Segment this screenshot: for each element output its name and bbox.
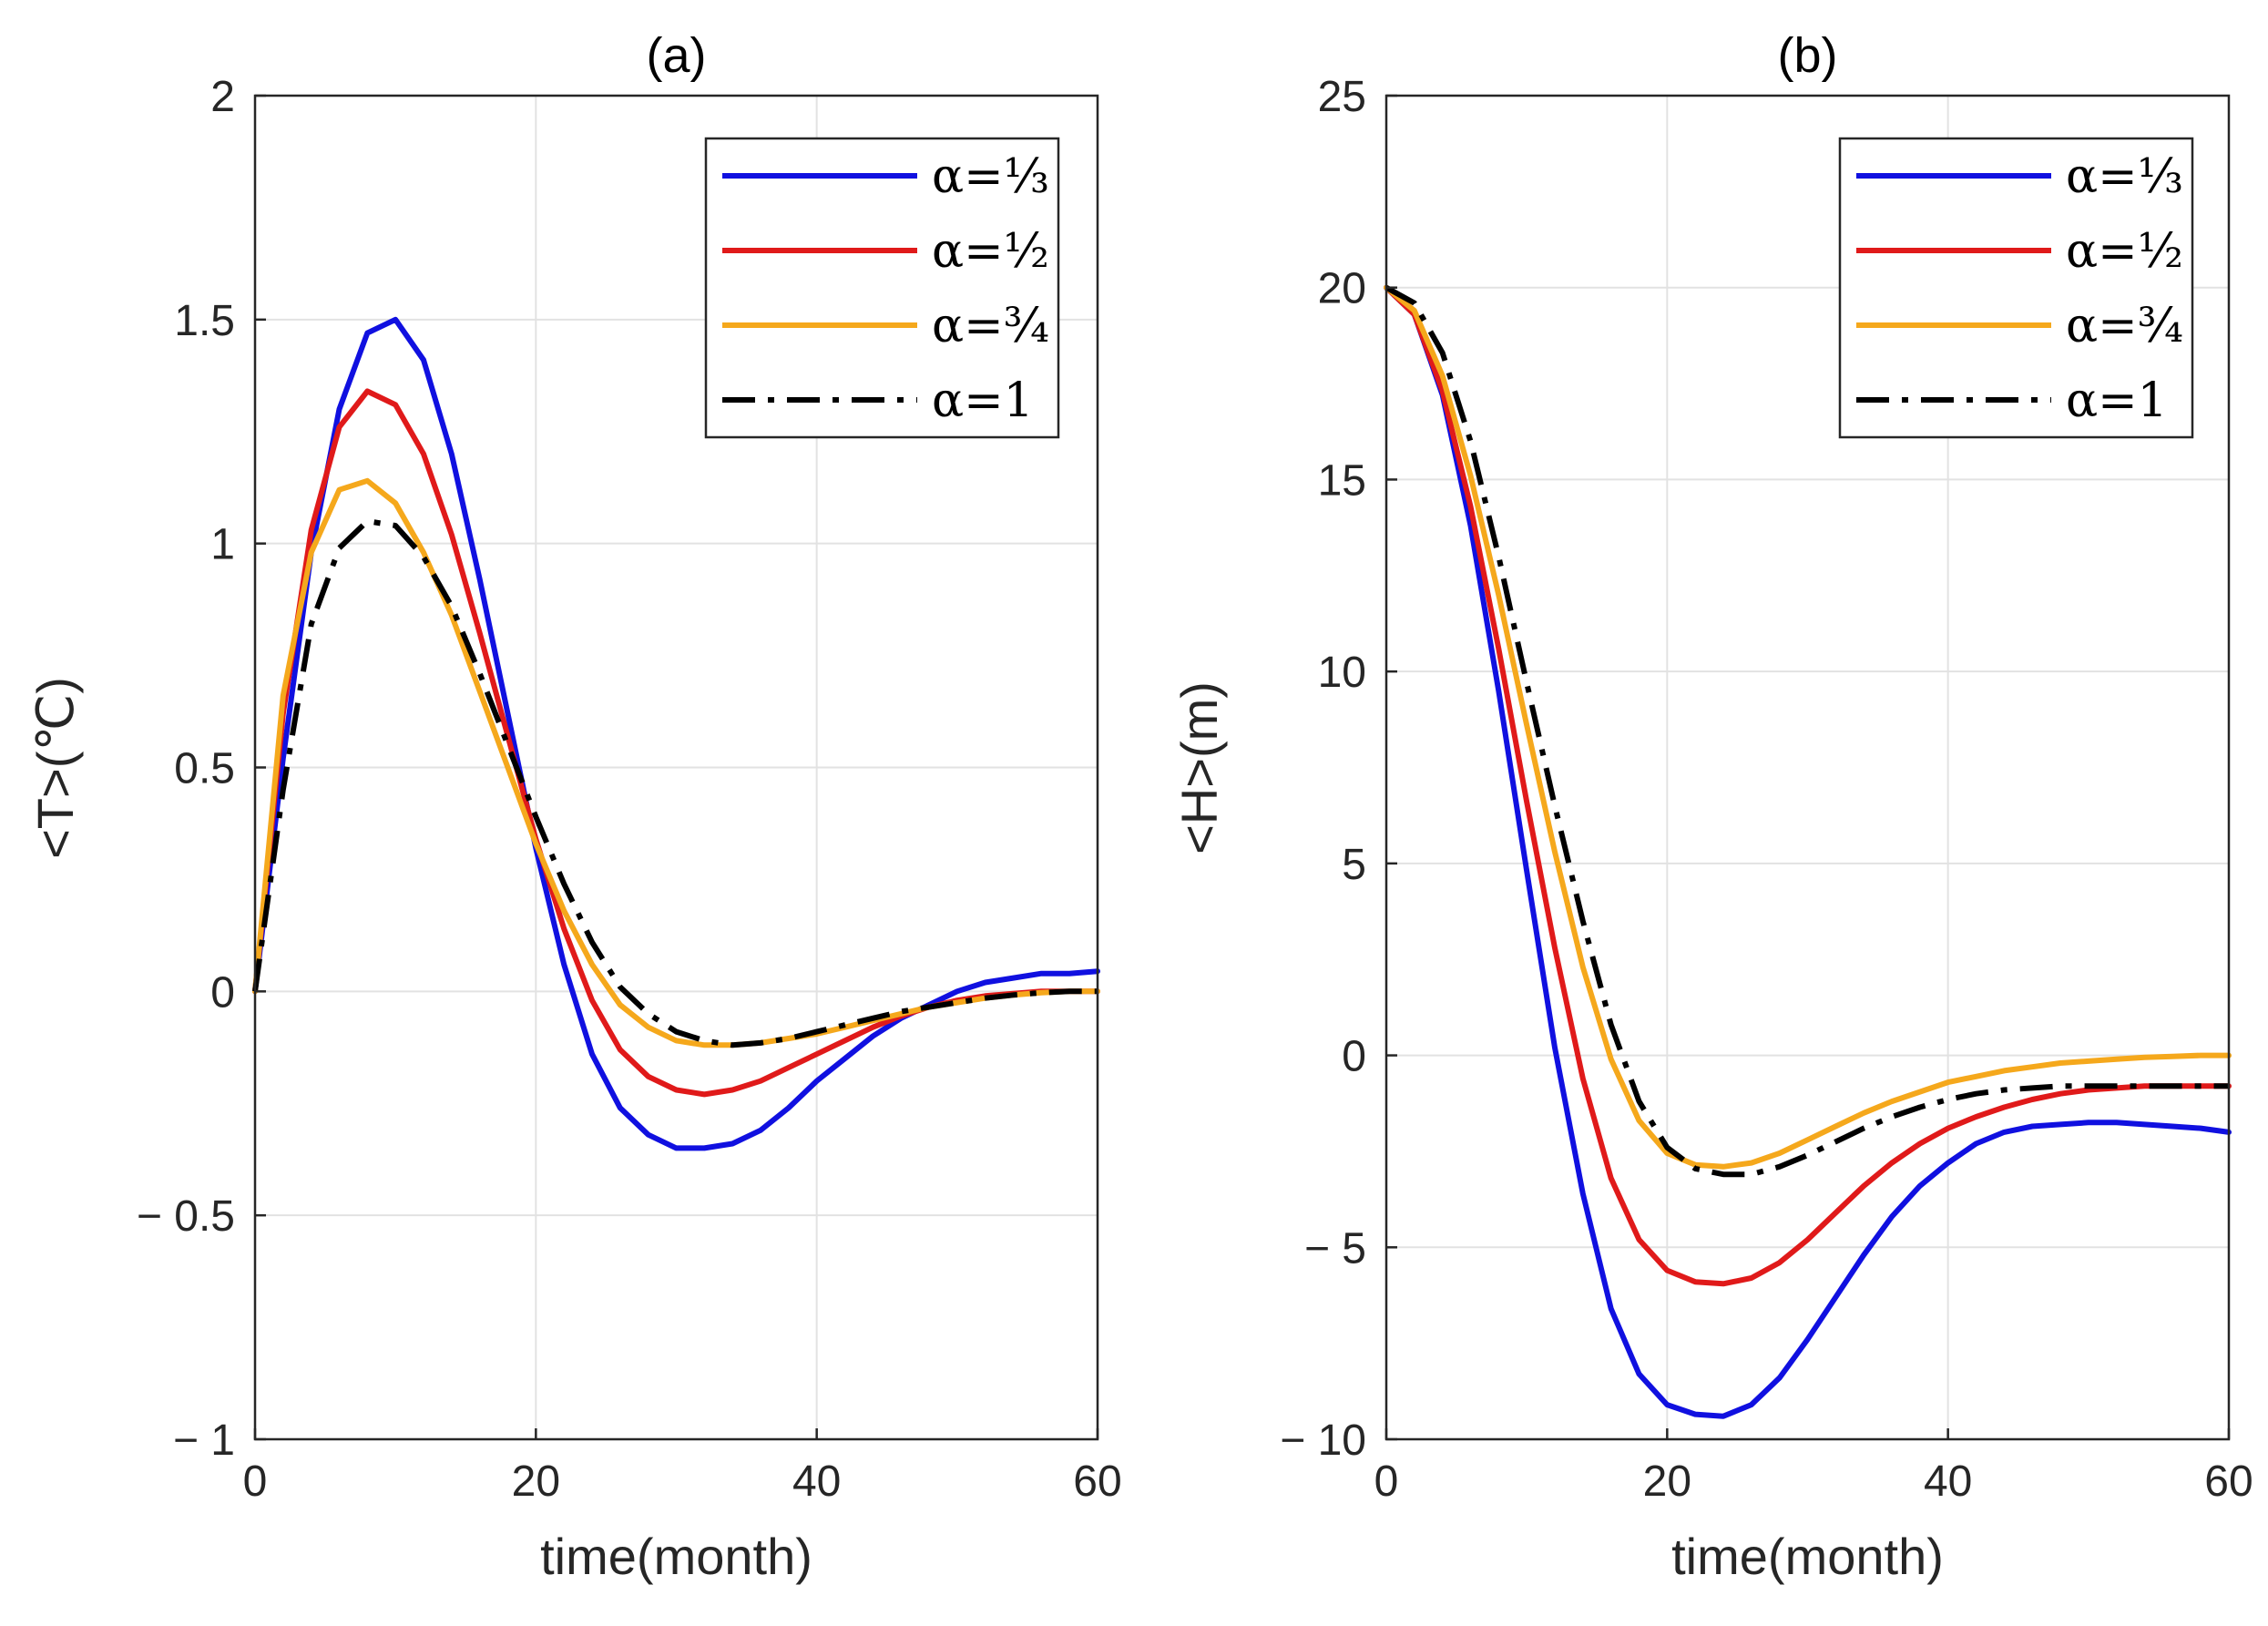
panel-b-series-line-2 [1384, 284, 2232, 1287]
panel-a-legend-label-1: α=⅓ [932, 149, 1049, 204]
panel-a-y-tick-label: 1 [210, 521, 235, 569]
panel-b-legend-label-2: α=½ [2066, 224, 2183, 279]
panel-a-series-line-4 [252, 518, 1098, 1048]
panel-b-x-tick-label: 40 [1924, 1457, 1972, 1506]
panel-a-y-tick-label: − 0.5 [137, 1192, 235, 1241]
panel-b-x-tick-label: 20 [1643, 1457, 1691, 1506]
panel-b-x-axis-label: time(month) [1671, 1528, 1944, 1585]
panel-a-y-tick-label: 0 [210, 968, 235, 1017]
panel-b-y-tick-label: 15 [1318, 456, 1366, 505]
panel-a-legend-box [704, 137, 1060, 439]
panel-b-legend-label-1: α=⅓ [2066, 149, 2183, 204]
panel-b-legend-label-3: α=¾ [2066, 299, 2183, 353]
panel-b-y-tick-label: 0 [1342, 1033, 1366, 1081]
panel-a-x-tick-label: 40 [792, 1457, 841, 1506]
panel-a-x-tick-label: 60 [1073, 1457, 1121, 1506]
panel-b-series-line-1 [1384, 284, 2232, 1419]
panel-a-y-tick-label: − 1 [173, 1416, 235, 1465]
panel-b-axes-frame [1384, 94, 2231, 1441]
panel-a-legend-label-2: α=½ [932, 224, 1049, 279]
panel-b-series-line-4 [1384, 285, 2229, 1178]
panel-a-x-axis-label: time(month) [540, 1528, 812, 1585]
panel-a-x-tick-label: 20 [512, 1457, 560, 1506]
panel-b-x-tick-label: 60 [2204, 1457, 2253, 1506]
panel-a-y-tick-label: 1.5 [174, 297, 235, 345]
panel-a-x-tick-label: 0 [243, 1457, 268, 1506]
panel-a-title: (a) [647, 28, 707, 83]
panel-b-legend: α=⅓ α=½ α=¾ α=1 [1838, 137, 2194, 439]
panel-b: 0 20 40 60 − 10 − 5 0 5 10 15 20 25 time(month) <H>(m… [1170, 28, 2253, 1585]
panel-a-legend-label-3: α=¾ [932, 299, 1049, 353]
panel-a-legend: α=⅓ α=½ α=¾ α=1 [704, 137, 1060, 439]
panel-b-y-tick-label: − 10 [1280, 1416, 1366, 1465]
panel-b-y-tick-label: − 5 [1304, 1224, 1366, 1273]
panel-a: 0 20 40 60 − 1 − 0.5 0 0.5 1 1.5 2 time(month) <T>(℃… [26, 28, 1122, 1585]
panel-b-y-tick-label: 25 [1318, 73, 1366, 121]
panel-b-y-axis-label: <H>(m) [1170, 681, 1228, 854]
panel-a-y-tick-label: 0.5 [174, 745, 235, 793]
panel-b-y-tick-label: 20 [1318, 265, 1366, 313]
panel-b-title: (b) [1778, 28, 1838, 83]
panel-b-legend-box [1838, 137, 2194, 439]
panel-b-y-tick-label: 10 [1318, 649, 1366, 697]
panel-a-y-tick-label: 2 [210, 73, 235, 121]
panel-b-series-line-3 [1384, 284, 2232, 1170]
panel-a-series-line-3 [252, 477, 1100, 1048]
panel-b-legend-label-4: α=1 [2066, 373, 2168, 428]
panel-b-x-tick-label: 0 [1374, 1457, 1399, 1506]
panel-a-series-line-1 [252, 316, 1100, 1151]
panel-a-legend-label-4: α=1 [932, 373, 1034, 428]
panel-b-y-tick-label: 5 [1342, 841, 1366, 889]
panel-a-y-axis-label: <T>(℃) [26, 677, 84, 859]
